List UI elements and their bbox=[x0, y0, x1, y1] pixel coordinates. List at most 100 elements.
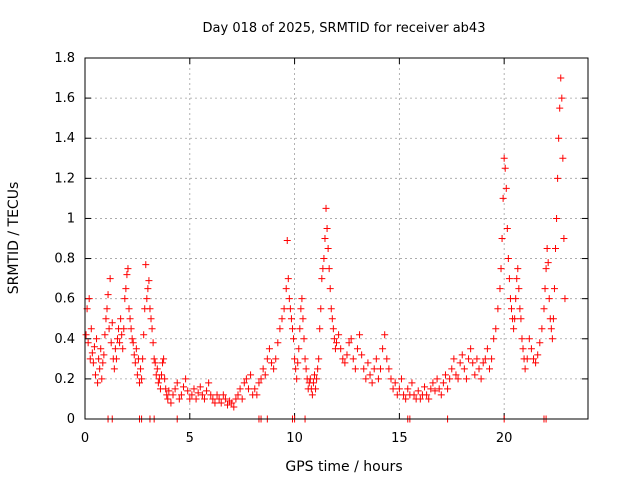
data-point bbox=[100, 351, 108, 359]
data-point bbox=[161, 375, 169, 383]
data-point bbox=[122, 285, 130, 293]
data-point bbox=[381, 331, 389, 339]
data-point bbox=[379, 345, 387, 353]
data-point bbox=[308, 391, 316, 399]
data-point bbox=[504, 255, 512, 263]
data-point bbox=[321, 235, 329, 242]
data-point bbox=[284, 275, 292, 283]
data-point bbox=[324, 245, 332, 253]
data-point bbox=[154, 379, 162, 387]
data-point bbox=[370, 365, 378, 373]
data-point bbox=[200, 395, 208, 403]
x-tick-label: 15 bbox=[391, 431, 408, 446]
data-point bbox=[335, 331, 343, 339]
data-point bbox=[313, 375, 321, 383]
data-point bbox=[540, 305, 548, 313]
data-point bbox=[353, 345, 361, 353]
data-point bbox=[125, 305, 133, 313]
data-point bbox=[309, 379, 317, 387]
data-point bbox=[395, 385, 403, 393]
y-tick-label: 1.2 bbox=[54, 171, 75, 186]
y-tick-label: 0.2 bbox=[54, 372, 75, 387]
data-point bbox=[385, 365, 393, 373]
data-point bbox=[343, 351, 351, 359]
data-point bbox=[523, 355, 531, 363]
data-point bbox=[91, 371, 99, 379]
data-point bbox=[255, 379, 263, 387]
data-point bbox=[121, 295, 129, 303]
data-point bbox=[517, 315, 525, 323]
data-point bbox=[301, 355, 309, 363]
data-point bbox=[328, 315, 336, 323]
data-point bbox=[149, 339, 157, 347]
data-point bbox=[272, 355, 280, 363]
data-point bbox=[270, 365, 278, 373]
data-point bbox=[534, 351, 542, 359]
data-point bbox=[317, 305, 325, 313]
data-point bbox=[512, 295, 520, 303]
data-point bbox=[471, 371, 479, 379]
data-point bbox=[145, 277, 153, 285]
y-tick-label: 0 bbox=[67, 412, 75, 427]
data-point bbox=[257, 375, 265, 383]
data-point bbox=[544, 259, 552, 267]
data-point bbox=[559, 154, 567, 162]
data-point bbox=[263, 355, 271, 363]
data-point bbox=[213, 391, 221, 399]
data-point bbox=[477, 375, 485, 383]
data-point bbox=[536, 339, 544, 347]
data-point bbox=[485, 365, 493, 373]
data-point bbox=[351, 365, 359, 373]
data-point bbox=[186, 395, 194, 403]
data-point bbox=[349, 355, 357, 363]
data-point bbox=[501, 164, 509, 172]
data-point bbox=[518, 335, 526, 343]
data-point bbox=[400, 391, 408, 399]
data-point bbox=[360, 365, 368, 373]
data-point bbox=[184, 387, 192, 395]
data-point bbox=[325, 265, 333, 273]
y-tick-label: 0.8 bbox=[54, 252, 75, 267]
data-point bbox=[253, 391, 261, 399]
y-axis-label: SRMTID / TECUs bbox=[6, 182, 22, 295]
data-point bbox=[414, 387, 422, 395]
data-point bbox=[505, 275, 513, 283]
data-point bbox=[137, 365, 145, 373]
data-point bbox=[315, 355, 323, 363]
data-point bbox=[519, 345, 527, 353]
data-point bbox=[548, 335, 556, 343]
data-point bbox=[146, 305, 154, 313]
data-point bbox=[113, 335, 121, 343]
data-point bbox=[236, 385, 244, 393]
data-point bbox=[433, 375, 441, 383]
data-point bbox=[397, 375, 405, 383]
data-point bbox=[481, 355, 489, 363]
data-point bbox=[532, 359, 540, 367]
data-point bbox=[423, 391, 431, 399]
data-point bbox=[538, 325, 546, 333]
data-point bbox=[207, 391, 215, 399]
data-point bbox=[142, 261, 150, 269]
data-point bbox=[454, 375, 462, 383]
y-tick-label: 1.6 bbox=[54, 91, 75, 106]
data-point bbox=[90, 343, 98, 351]
data-point bbox=[475, 365, 483, 373]
data-point bbox=[514, 265, 522, 273]
data-point bbox=[182, 375, 190, 383]
data-point bbox=[456, 359, 464, 367]
data-point bbox=[410, 391, 418, 399]
data-point bbox=[292, 365, 300, 373]
data-point bbox=[550, 285, 558, 293]
data-point bbox=[165, 387, 173, 395]
data-point bbox=[496, 285, 504, 293]
data-point bbox=[132, 345, 140, 353]
data-point bbox=[159, 359, 167, 367]
data-point bbox=[312, 385, 320, 393]
data-point bbox=[408, 379, 416, 387]
data-point bbox=[494, 305, 502, 313]
data-point bbox=[119, 345, 127, 353]
data-point bbox=[285, 295, 293, 303]
data-point bbox=[391, 379, 399, 387]
data-point bbox=[314, 365, 322, 373]
